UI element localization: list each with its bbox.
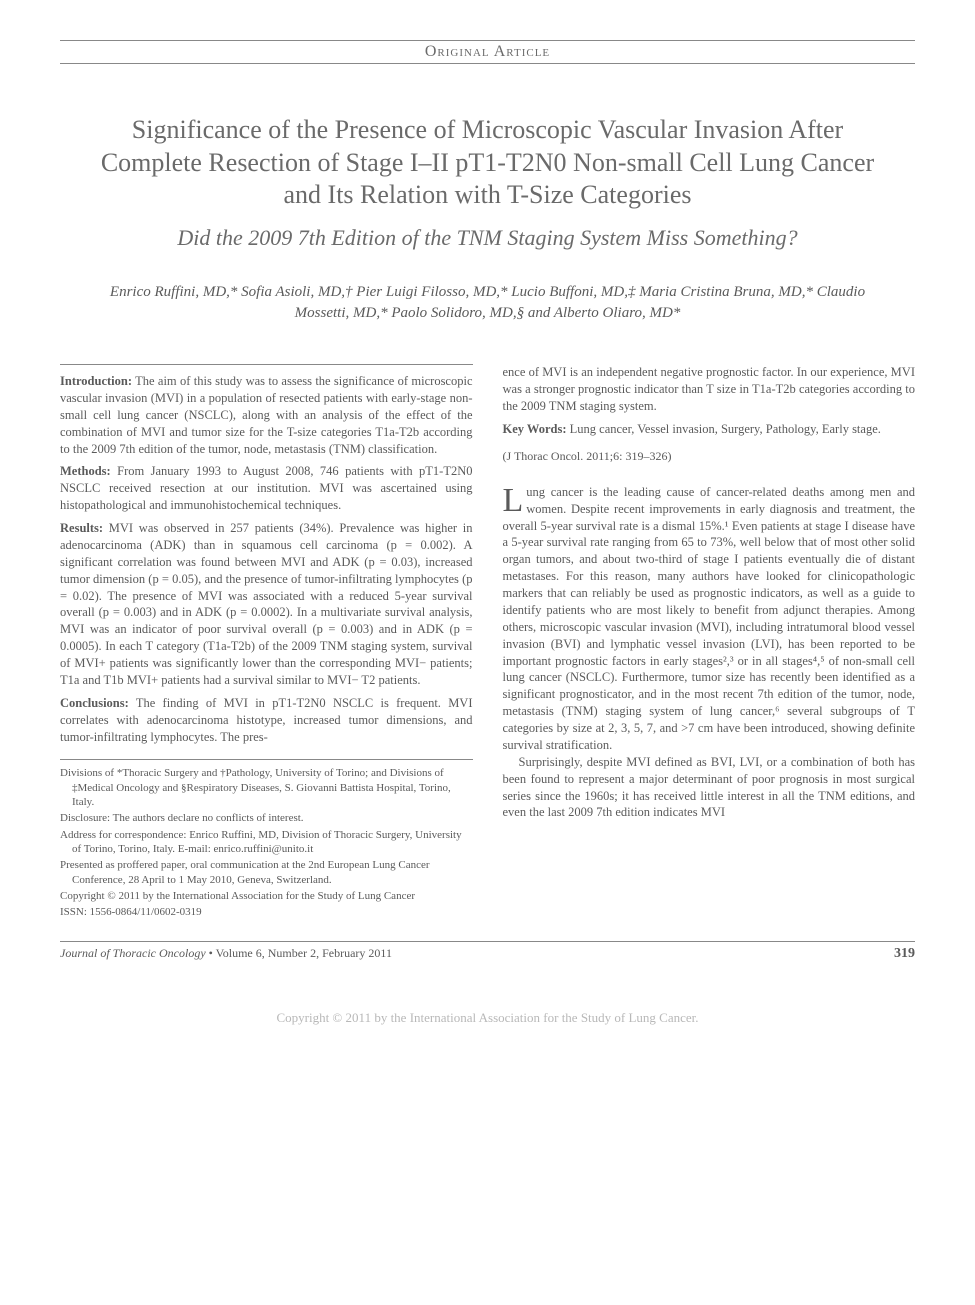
- article-subtitle: Did the 2009 7th Edition of the TNM Stag…: [100, 224, 875, 253]
- body-para-1: Lung cancer is the leading cause of canc…: [503, 484, 916, 754]
- footnote-correspondence: Address for correspondence: Enrico Ruffi…: [60, 828, 473, 857]
- left-column: Introduction: The aim of this study was …: [60, 364, 473, 921]
- footnote-presented: Presented as proffered paper, oral commu…: [60, 858, 473, 887]
- footnote-issn: ISSN: 1556-0864/11/0602-0319: [60, 905, 473, 919]
- results-text: MVI was observed in 257 patients (34%). …: [60, 521, 473, 687]
- two-column-layout: Introduction: The aim of this study was …: [60, 364, 915, 921]
- footnote-copyright: Copyright © 2011 by the International As…: [60, 889, 473, 903]
- footer-journal-name: Journal of Thoracic Oncology: [60, 946, 206, 960]
- keywords-block: Key Words: Lung cancer, Vessel invasion,…: [503, 421, 916, 438]
- dropcap: L: [503, 484, 527, 515]
- methods-label: Methods:: [60, 464, 111, 478]
- footnote-disclosure: Disclosure: The authors declare no confl…: [60, 811, 473, 825]
- intro-label: Introduction:: [60, 374, 132, 388]
- section-label: Original Article: [60, 40, 915, 64]
- results-label: Results:: [60, 521, 103, 535]
- body-text: Lung cancer is the leading cause of canc…: [503, 484, 916, 822]
- abstract-results: Results: MVI was observed in 257 patient…: [60, 520, 473, 689]
- footnotes-block: Divisions of *Thoracic Surgery and †Path…: [60, 759, 473, 919]
- page-footer: Journal of Thoracic Oncology • Volume 6,…: [60, 941, 915, 962]
- methods-text: From January 1993 to August 2008, 746 pa…: [60, 464, 473, 512]
- footnote-affiliations: Divisions of *Thoracic Surgery and †Path…: [60, 766, 473, 809]
- right-column: ence of MVI is an independent negative p…: [503, 364, 916, 921]
- citation-line: (J Thorac Oncol. 2011;6: 319–326): [503, 448, 916, 464]
- abstract-methods: Methods: From January 1993 to August 200…: [60, 463, 473, 514]
- abstract-introduction: Introduction: The aim of this study was …: [60, 373, 473, 457]
- article-title: Significance of the Presence of Microsco…: [90, 114, 885, 212]
- body-para-1-text: ung cancer is the leading cause of cance…: [503, 485, 916, 752]
- abstract-conclusions: Conclusions: The finding of MVI in pT1-T…: [60, 695, 473, 746]
- authors-list: Enrico Ruffini, MD,* Sofia Asioli, MD,† …: [90, 282, 885, 324]
- abstract-continuation: ence of MVI is an independent negative p…: [503, 364, 916, 415]
- body-para-2: Surprisingly, despite MVI defined as BVI…: [503, 754, 916, 822]
- footer-journal-issue: Journal of Thoracic Oncology • Volume 6,…: [60, 946, 392, 961]
- copyright-bar: Copyright © 2011 by the International As…: [0, 992, 975, 1038]
- footer-page-number: 319: [894, 946, 915, 962]
- footer-issue: • Volume 6, Number 2, February 2011: [206, 946, 392, 960]
- keywords-label: Key Words:: [503, 422, 567, 436]
- conclusions-label: Conclusions:: [60, 696, 129, 710]
- keywords-text: Lung cancer, Vessel invasion, Surgery, P…: [567, 422, 881, 436]
